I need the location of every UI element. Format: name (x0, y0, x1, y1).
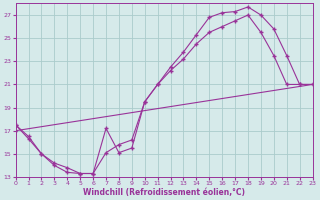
X-axis label: Windchill (Refroidissement éolien,°C): Windchill (Refroidissement éolien,°C) (83, 188, 245, 197)
